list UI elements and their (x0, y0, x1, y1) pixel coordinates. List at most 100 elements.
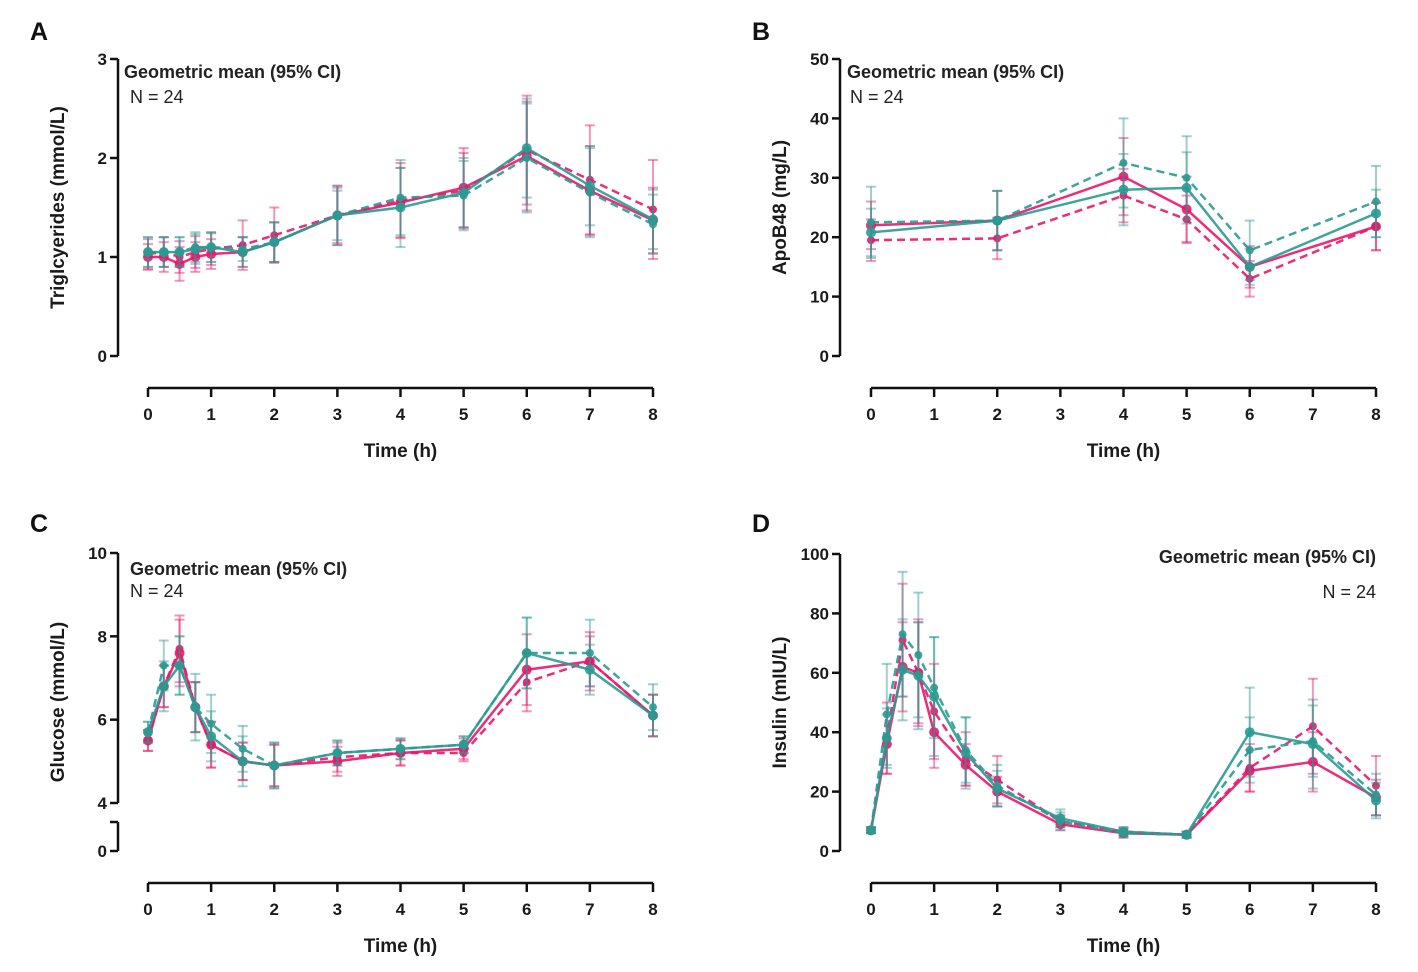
panel-d: D 0 20 40 60 80 100 0 1 2 3 4 5 6 7 8 Time (h) Insulin (m… (752, 510, 1381, 957)
data-point (867, 218, 875, 227)
data-point (993, 234, 1002, 243)
x-tick-label: 4 (1119, 405, 1129, 424)
x-tick-label: 6 (1245, 900, 1254, 919)
series-teal-dashed (866, 570, 1381, 839)
x-tick-label: 2 (270, 405, 279, 424)
data-point (1372, 197, 1380, 206)
x-tick-label: 4 (396, 405, 406, 424)
data-point (207, 243, 216, 252)
data-point (159, 248, 168, 257)
panel-letter: D (752, 510, 770, 538)
data-point (191, 703, 200, 712)
data-point (144, 736, 152, 745)
data-point (585, 649, 594, 657)
data-point (867, 236, 875, 245)
x-tick-label: 0 (143, 405, 152, 424)
y-tick-label: 2 (98, 149, 107, 168)
data-point (867, 826, 875, 835)
y-tick-label: 20 (810, 228, 829, 247)
data-point (648, 710, 658, 721)
data-point (913, 670, 924, 681)
data-point (1182, 215, 1191, 224)
x-tick-label: 3 (1056, 900, 1065, 919)
x-tick-label: 2 (993, 900, 1002, 919)
data-point (333, 211, 342, 220)
data-point (333, 749, 342, 757)
data-point (396, 193, 405, 202)
x-tick-label: 2 (270, 900, 279, 919)
data-point (175, 644, 184, 653)
data-point (866, 227, 876, 238)
data-point (1181, 182, 1192, 193)
x-axis-label: Time (h) (364, 936, 438, 957)
series-pink-dashed (143, 614, 658, 788)
series-pink-solid (866, 621, 1381, 840)
x-tick-label: 6 (1245, 405, 1254, 424)
data-point (649, 205, 657, 214)
x-axis-label: Time (h) (1087, 936, 1161, 957)
x-tick-label: 5 (459, 405, 468, 424)
data-point (1245, 763, 1254, 772)
x-tick-label: 7 (585, 900, 594, 919)
series-line (870, 194, 1377, 281)
x-tick-label: 1 (929, 405, 938, 424)
data-point (1371, 208, 1381, 219)
data-point (1372, 790, 1380, 799)
data-point (159, 661, 168, 670)
data-point (459, 749, 468, 757)
data-point (1372, 781, 1380, 790)
data-point (238, 245, 247, 254)
data-point (1245, 746, 1254, 755)
x-tick-label: 4 (396, 900, 406, 919)
data-point (993, 216, 1002, 225)
y-tick-label: 30 (810, 169, 829, 188)
n-label: N = 24 (850, 87, 904, 107)
data-point (649, 703, 657, 712)
y-tick-label: 20 (810, 783, 829, 802)
annotation: Geometric mean (95% CI) (130, 559, 347, 579)
data-point (522, 154, 531, 162)
y-tick-label: 40 (810, 109, 829, 128)
data-point (521, 143, 532, 154)
data-point (175, 661, 184, 670)
x-tick-label: 3 (333, 900, 342, 919)
data-point (1118, 171, 1129, 182)
data-point (207, 719, 216, 728)
panel-letter: C (30, 510, 48, 538)
data-point (522, 649, 531, 657)
series-teal-solid (866, 618, 1381, 840)
data-point (1245, 246, 1254, 255)
series-teal-dashed (143, 616, 658, 790)
y-axis-label: ApoB48 (mg/L) (770, 140, 791, 275)
y-tick-label: 40 (810, 723, 829, 742)
x-axis-label: Time (h) (364, 441, 438, 462)
data-point (1182, 830, 1191, 839)
series-teal-solid (866, 151, 1381, 286)
data-point (191, 243, 200, 252)
data-point (930, 683, 939, 692)
series-line (870, 161, 1377, 252)
data-point (174, 258, 185, 269)
data-point (1245, 274, 1254, 283)
data-point (1118, 184, 1129, 195)
data-point (1372, 222, 1380, 231)
x-tick-label: 1 (929, 900, 938, 919)
x-tick-label: 3 (333, 405, 342, 424)
data-point (897, 664, 908, 675)
y-tick-label: 60 (810, 664, 829, 683)
data-point (1181, 204, 1192, 215)
panel-b: B 0 10 20 30 40 50 0 1 2 3 4 5 6 7 8 Time (h) ApoB48 (mg/… (752, 18, 1381, 462)
y-tick-label: 100 (801, 545, 829, 564)
y-axis-label: Triglcyerides (mmol/L) (48, 106, 69, 309)
data-point (898, 630, 907, 639)
n-label: N = 24 (130, 581, 184, 601)
x-tick-label: 6 (522, 405, 531, 424)
x-tick-label: 7 (1308, 900, 1317, 919)
x-tick-label: 3 (1056, 405, 1065, 424)
data-point (206, 731, 217, 742)
x-axis-label: Time (h) (1087, 441, 1161, 462)
y-tick-label: 50 (810, 50, 829, 69)
y-tick-label: 10 (810, 288, 829, 307)
series-line (869, 665, 1377, 836)
